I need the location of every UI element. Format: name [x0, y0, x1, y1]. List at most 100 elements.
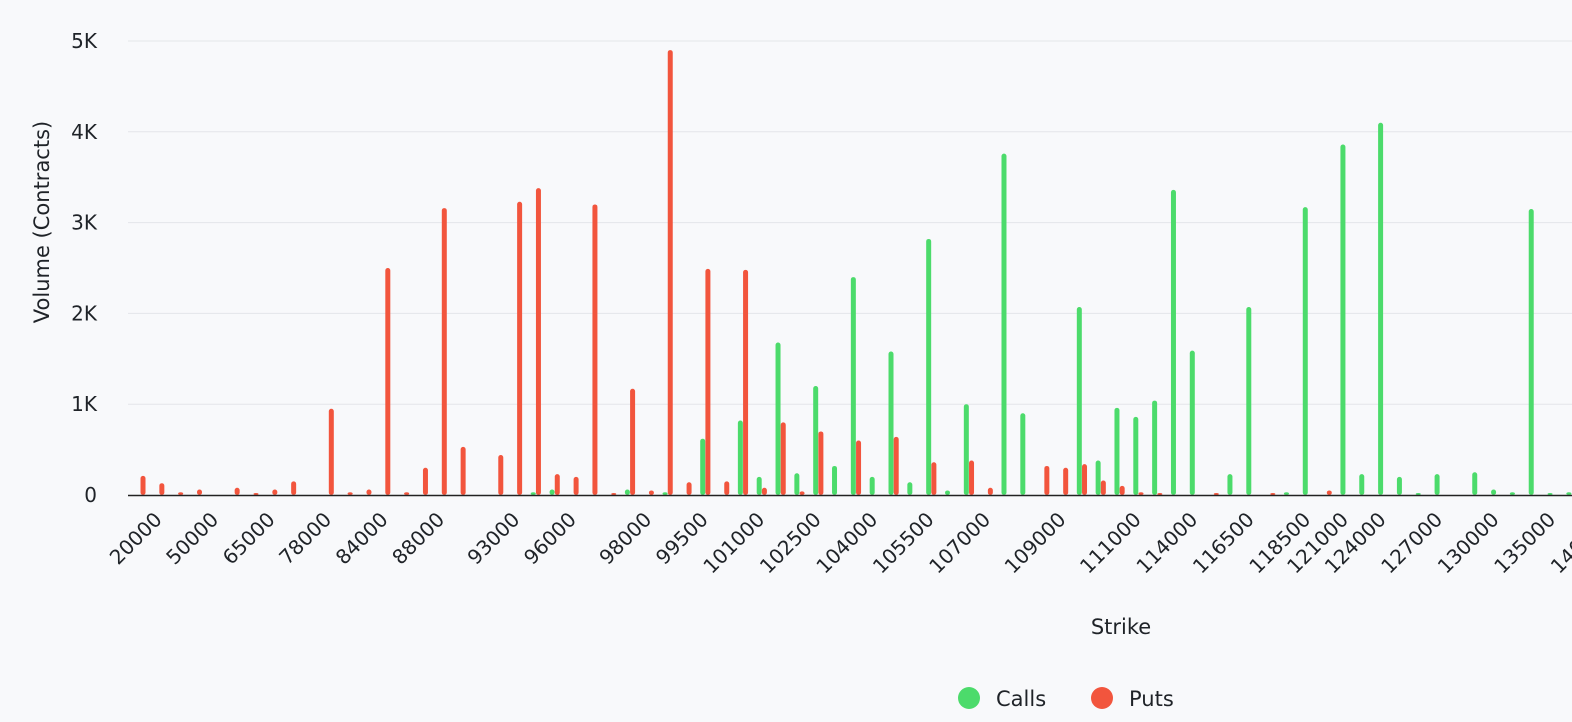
bar-puts-80000[interactable]: [328, 408, 334, 495]
bar-puts-110500[interactable]: [1100, 480, 1106, 495]
bar-calls-100000[interactable]: [700, 438, 706, 495]
bar-calls-98000[interactable]: [624, 489, 630, 495]
bar-puts-85000[interactable]: [385, 268, 391, 495]
bar-puts-116000[interactable]: [1213, 493, 1219, 495]
bar-puts-118000[interactable]: [1270, 493, 1276, 495]
bar-calls-110500[interactable]: [1095, 460, 1101, 496]
bar-calls-118500[interactable]: [1283, 492, 1289, 495]
bar-calls-137000[interactable]: [1547, 493, 1553, 495]
bar-calls-128000[interactable]: [1434, 474, 1440, 495]
bar-puts-106000[interactable]: [931, 462, 937, 495]
bar-puts-86000[interactable]: [404, 492, 410, 495]
bar-puts-109000[interactable]: [1044, 465, 1050, 495]
bar-puts-97000[interactable]: [592, 204, 598, 495]
bar-calls-102000[interactable]: [775, 342, 781, 495]
bar-puts-96000[interactable]: [554, 474, 560, 495]
bar-calls-126000[interactable]: [1396, 476, 1402, 495]
bar-puts-121000[interactable]: [1326, 490, 1332, 495]
bar-calls-115000[interactable]: [1189, 350, 1195, 495]
bar-puts-90000[interactable]: [460, 446, 466, 495]
bar-calls-95000[interactable]: [530, 492, 536, 495]
bar-puts-94000[interactable]: [517, 201, 523, 495]
bar-calls-105500[interactable]: [907, 482, 913, 495]
bar-puts-95000[interactable]: [535, 188, 541, 495]
bar-calls-104500[interactable]: [869, 476, 875, 495]
bar-puts-96500[interactable]: [573, 476, 579, 495]
bar-calls-113000[interactable]: [1152, 400, 1158, 495]
bar-calls-127000[interactable]: [1415, 493, 1421, 495]
bar-calls-132000[interactable]: [1491, 489, 1497, 495]
bar-puts-100000[interactable]: [705, 268, 711, 495]
bar-puts-102000[interactable]: [780, 422, 786, 495]
bar-calls-104000[interactable]: [850, 277, 856, 495]
bar-puts-40000[interactable]: [159, 483, 165, 495]
bar-calls-110000[interactable]: [1076, 307, 1082, 495]
bar-puts-20000[interactable]: [140, 475, 146, 495]
x-tick-label: 93000: [463, 507, 525, 569]
bar-puts-104000[interactable]: [856, 440, 862, 495]
legend-item-calls[interactable]: Calls: [958, 687, 1046, 711]
bar-calls-117000[interactable]: [1246, 307, 1252, 495]
bar-puts-102500[interactable]: [799, 491, 805, 495]
bar-calls-106000[interactable]: [926, 238, 932, 495]
bar-calls-103000[interactable]: [813, 386, 819, 495]
bar-puts-110000[interactable]: [1082, 464, 1088, 495]
legend-item-puts[interactable]: Puts: [1091, 687, 1174, 711]
bar-puts-88000[interactable]: [422, 467, 428, 495]
bar-calls-107000[interactable]: [963, 404, 969, 495]
bar-calls-135000[interactable]: [1528, 208, 1534, 496]
bar-puts-97500[interactable]: [611, 493, 617, 495]
bar-calls-102500[interactable]: [794, 473, 800, 495]
bar-puts-70000[interactable]: [272, 489, 278, 495]
bar-calls-124000[interactable]: [1359, 474, 1365, 495]
bar-calls-101000[interactable]: [737, 420, 743, 495]
bar-puts-99000[interactable]: [667, 50, 673, 495]
bar-calls-111000[interactable]: [1114, 407, 1120, 495]
bar-calls-114000[interactable]: [1170, 189, 1176, 495]
bar-calls-122000[interactable]: [1340, 144, 1346, 495]
bar-puts-93000[interactable]: [498, 455, 504, 495]
bar-calls-105000[interactable]: [888, 351, 894, 495]
bar-puts-60000[interactable]: [234, 487, 240, 495]
bar-calls-108000[interactable]: [1001, 153, 1007, 495]
bar-puts-111000[interactable]: [1119, 485, 1125, 495]
bar-puts-101000[interactable]: [743, 269, 749, 495]
bar-puts-65000[interactable]: [253, 493, 259, 495]
bar-puts-98500[interactable]: [648, 490, 654, 495]
bar-calls-125000[interactable]: [1378, 122, 1384, 495]
bar-puts-112000[interactable]: [1138, 492, 1144, 495]
bar-puts-50000[interactable]: [197, 489, 202, 495]
bar-puts-75000[interactable]: [291, 481, 297, 495]
bar-puts-113000[interactable]: [1157, 493, 1163, 495]
bar-puts-107000[interactable]: [969, 460, 975, 496]
bar-puts-45000[interactable]: [178, 492, 184, 495]
bar-puts-84000[interactable]: [366, 489, 372, 495]
bar-puts-82000[interactable]: [347, 492, 353, 495]
bar-puts-89000[interactable]: [441, 208, 447, 495]
bar-calls-106500[interactable]: [945, 490, 950, 495]
legend-calls-label: Calls: [996, 687, 1046, 711]
bar-puts-109500[interactable]: [1063, 467, 1069, 495]
bar-calls-116500[interactable]: [1227, 474, 1233, 495]
x-tick-label: 114000: [1131, 507, 1202, 578]
x-tick-label: 98000: [594, 507, 656, 569]
bar-puts-99500[interactable]: [686, 482, 692, 495]
bar-calls-108500[interactable]: [1020, 413, 1026, 495]
bar-puts-105000[interactable]: [893, 436, 899, 495]
bar-calls-134000[interactable]: [1509, 492, 1515, 495]
bar-puts-103000[interactable]: [818, 431, 824, 495]
bar-calls-101500[interactable]: [756, 476, 762, 495]
bar-calls-112000[interactable]: [1133, 416, 1139, 495]
bar-calls-120000[interactable]: [1302, 207, 1308, 495]
bar-calls-138000[interactable]: [1566, 492, 1572, 495]
bar-calls-99000[interactable]: [662, 492, 668, 495]
bar-calls-103500[interactable]: [832, 465, 838, 495]
bar-puts-101500[interactable]: [761, 487, 767, 495]
bar-calls-130000[interactable]: [1472, 472, 1478, 495]
bar-puts-98000[interactable]: [630, 388, 636, 495]
bar-puts-100500[interactable]: [724, 481, 730, 495]
bar-calls-96000[interactable]: [549, 489, 555, 495]
bar-puts-107500[interactable]: [987, 487, 993, 495]
